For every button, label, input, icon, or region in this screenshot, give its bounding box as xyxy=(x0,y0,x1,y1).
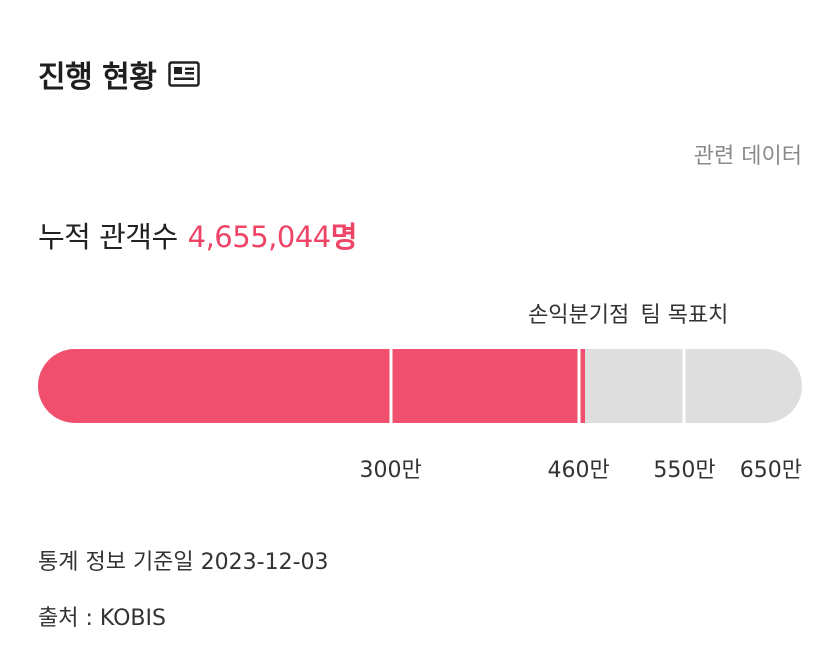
progress-marker-label: 팀 목표치 xyxy=(640,303,729,328)
progress-bar-divider xyxy=(682,349,686,423)
audience-label: 누적 관객수 xyxy=(38,220,178,254)
progress-bar-fill xyxy=(38,349,586,423)
stats-date: 통계 정보 기준일 2023-12-03 xyxy=(38,550,329,575)
cumulative-audience: 누적 관객수 4,655,044명 xyxy=(38,214,357,256)
progress-tick-label: 650만 xyxy=(739,458,802,483)
section-title: 진행 현황 xyxy=(38,60,157,95)
related-data-link[interactable]: 관련 데이터 xyxy=(693,144,802,169)
progress-bar xyxy=(38,349,802,423)
audience-value: 4,655,044 xyxy=(187,220,332,254)
progress-bar-divider xyxy=(577,349,581,423)
news-icon xyxy=(168,61,201,87)
data-source: 출처 : KOBIS xyxy=(38,606,166,631)
progress-bar-divider xyxy=(389,349,393,423)
progress-marker-label: 손익분기점 xyxy=(528,303,630,328)
progress-tick-label: 550만 xyxy=(653,458,716,483)
audience-unit: 명 xyxy=(330,220,358,254)
section-header: 진행 현황 xyxy=(38,52,201,96)
progress-tick-label: 300만 xyxy=(359,458,422,483)
progress-tick-label: 460만 xyxy=(547,458,610,483)
